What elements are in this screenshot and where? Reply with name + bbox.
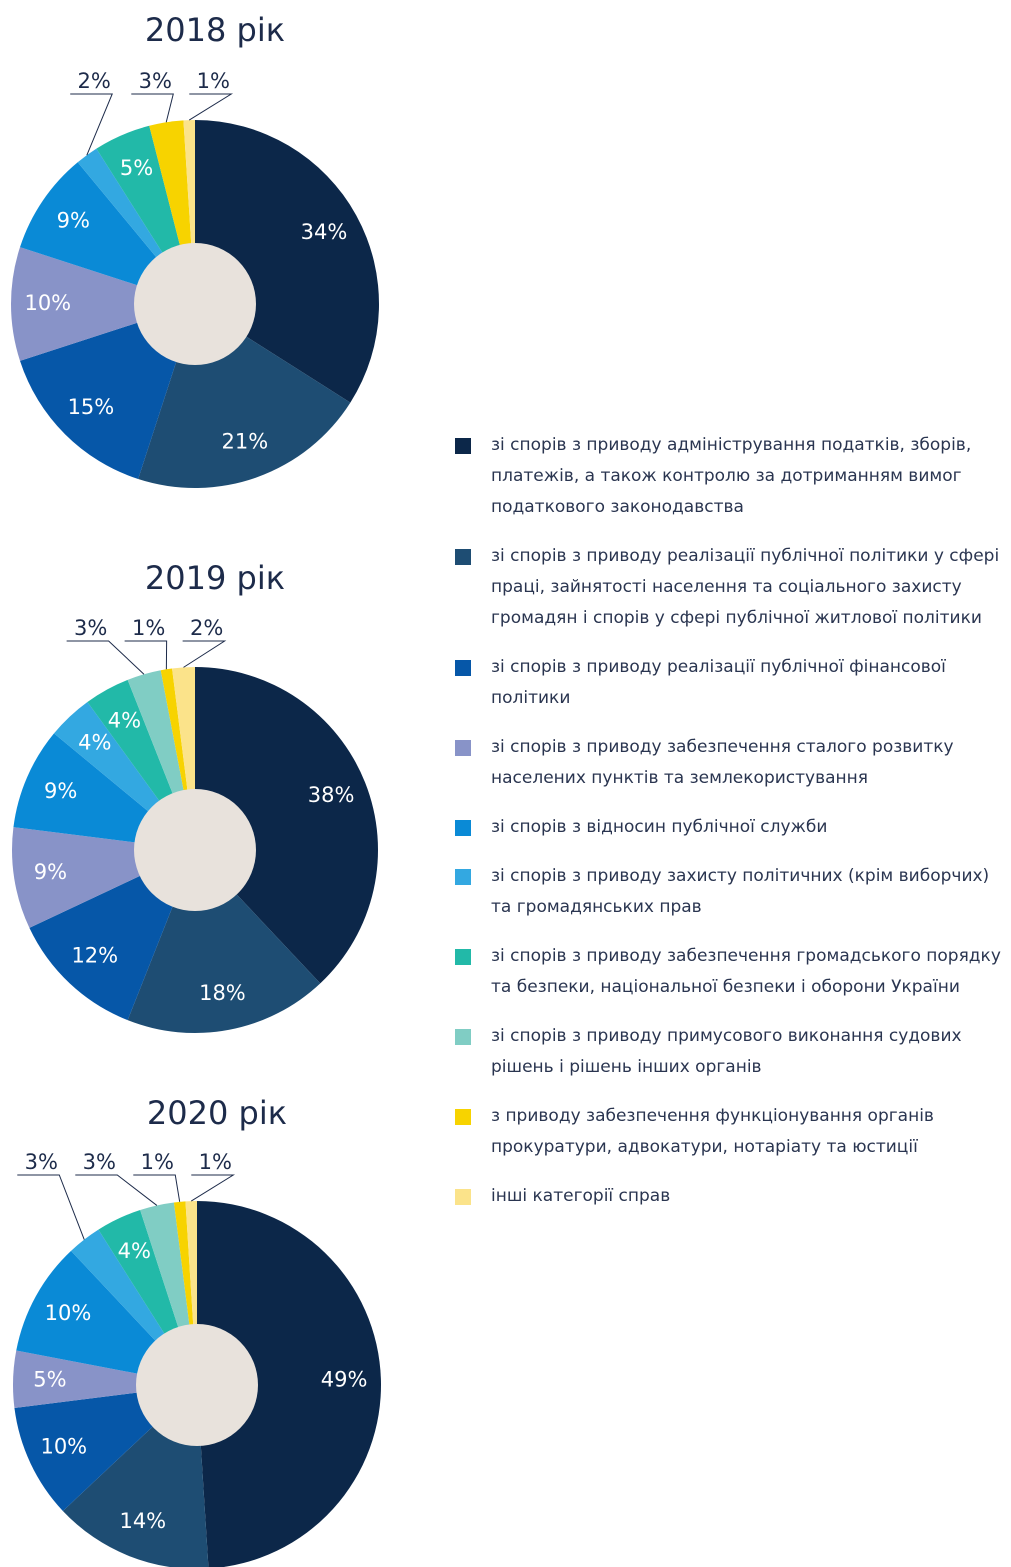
chart-title: 2020 рік bbox=[147, 1094, 287, 1132]
data-label: 18% bbox=[199, 981, 246, 1005]
data-label: 9% bbox=[34, 860, 67, 884]
data-label: 2% bbox=[190, 616, 223, 640]
leader-line bbox=[124, 640, 168, 670]
data-label: 21% bbox=[222, 429, 269, 453]
data-label: 9% bbox=[57, 208, 90, 232]
legend: зі спорів з приводу адміністрування пода… bbox=[455, 430, 1005, 1230]
data-label: 10% bbox=[24, 291, 71, 315]
data-label: 1% bbox=[132, 616, 165, 640]
pie-slice bbox=[20, 304, 196, 479]
chart-title: 2018 рік bbox=[145, 11, 285, 49]
legend-swatch bbox=[455, 549, 471, 565]
leader-line bbox=[17, 1174, 85, 1240]
leader-line bbox=[190, 1174, 236, 1202]
data-label: 49% bbox=[321, 1367, 368, 1391]
data-label: 4% bbox=[78, 730, 111, 754]
legend-swatch bbox=[455, 1109, 471, 1125]
legend-item: зі спорів з приводу примусового виконанн… bbox=[455, 1021, 1005, 1083]
leader-line bbox=[75, 1174, 158, 1206]
legend-swatch bbox=[455, 1189, 471, 1205]
data-label: 1% bbox=[197, 69, 230, 93]
legend-item: зі спорів з приводу забезпечення громадс… bbox=[455, 941, 1005, 1003]
legend-item: зі спорів з приводу адміністрування пода… bbox=[455, 430, 1005, 523]
legend-swatch bbox=[455, 660, 471, 676]
legend-swatch bbox=[455, 820, 471, 836]
data-label: 3% bbox=[25, 1150, 58, 1174]
data-label: 5% bbox=[33, 1367, 66, 1391]
data-label: 38% bbox=[308, 783, 355, 807]
data-label: 34% bbox=[301, 220, 348, 244]
data-label: 1% bbox=[199, 1150, 232, 1174]
leader-line bbox=[182, 640, 227, 668]
data-label: 2% bbox=[78, 69, 111, 93]
legend-label: зі спорів з приводу забезпечення громадс… bbox=[491, 946, 1001, 997]
legend-label: зі спорів з приводу реалізації публічної… bbox=[491, 657, 946, 708]
donut-hole bbox=[136, 1324, 258, 1446]
pie-slice bbox=[127, 850, 321, 1033]
legend-label: зі спорів з приводу примусового виконанн… bbox=[491, 1026, 962, 1077]
data-label: 3% bbox=[74, 616, 107, 640]
leader-line bbox=[70, 93, 113, 156]
legend-item: зі спорів з приводу реалізації публічної… bbox=[455, 541, 1005, 634]
legend-item: інші категорії справ bbox=[455, 1181, 1005, 1212]
data-label: 9% bbox=[44, 779, 77, 803]
legend-label: зі спорів з приводу захисту політичних (… bbox=[491, 866, 990, 917]
legend-item: зі спорів з приводу захисту політичних (… bbox=[455, 861, 1005, 923]
data-label: 10% bbox=[45, 1301, 92, 1325]
data-label: 1% bbox=[141, 1150, 174, 1174]
legend-swatch bbox=[455, 740, 471, 756]
legend-item: зі спорів з приводу забезпечення сталого… bbox=[455, 732, 1005, 794]
legend-swatch bbox=[455, 869, 471, 885]
legend-item: зі спорів з приводу реалізації публічної… bbox=[455, 652, 1005, 714]
donut-hole bbox=[134, 789, 256, 911]
leader-line bbox=[66, 640, 145, 675]
data-label: 5% bbox=[120, 156, 153, 180]
chart-title: 2019 рік bbox=[145, 559, 285, 597]
pie-slice bbox=[12, 1350, 197, 1409]
data-label: 14% bbox=[119, 1509, 166, 1533]
data-label: 15% bbox=[68, 395, 115, 419]
donut-hole bbox=[134, 243, 256, 365]
legend-item: з приводу забезпечення функціонування ор… bbox=[455, 1101, 1005, 1163]
legend-label: зі спорів з відносин публічної служби bbox=[491, 817, 828, 837]
leader-line bbox=[133, 1174, 181, 1202]
legend-swatch bbox=[455, 1029, 471, 1045]
pie-slice bbox=[195, 667, 378, 984]
legend-label: зі спорів з приводу реалізації публічної… bbox=[491, 546, 1000, 628]
legend-label: з приводу забезпечення функціонування ор… bbox=[491, 1106, 934, 1157]
legend-item: зі спорів з відносин публічної служби bbox=[455, 812, 1005, 843]
data-label: 10% bbox=[40, 1435, 87, 1459]
data-label: 3% bbox=[139, 69, 172, 93]
pie-slice bbox=[197, 1201, 382, 1567]
legend-swatch bbox=[455, 438, 471, 454]
legend-swatch bbox=[455, 949, 471, 965]
legend-label: зі спорів з приводу забезпечення сталого… bbox=[491, 737, 954, 788]
pie-slice bbox=[10, 247, 195, 361]
legend-label: зі спорів з приводу адміністрування пода… bbox=[491, 435, 972, 517]
data-label: 3% bbox=[83, 1150, 116, 1174]
data-label: 4% bbox=[118, 1239, 151, 1263]
leader-line bbox=[188, 93, 234, 121]
data-label: 12% bbox=[71, 944, 118, 968]
leader-line bbox=[131, 93, 174, 123]
legend-label: інші категорії справ bbox=[491, 1186, 671, 1206]
data-label: 4% bbox=[108, 709, 141, 733]
